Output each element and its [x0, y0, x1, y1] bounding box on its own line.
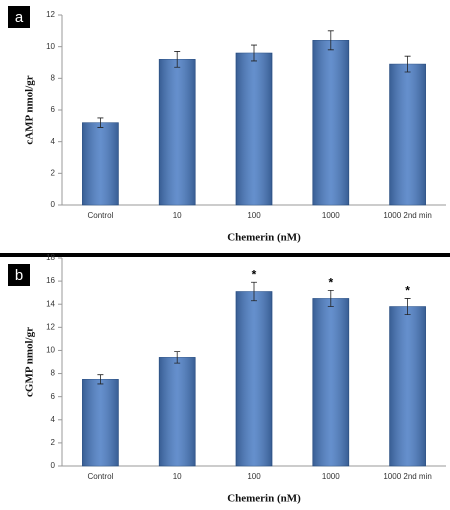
y-tick-label: 0 — [51, 461, 56, 470]
y-tick-label: 4 — [51, 137, 56, 146]
y-tick-label: 0 — [51, 200, 56, 209]
significance-mark: * — [328, 276, 333, 290]
error-bar — [174, 351, 181, 364]
x-axis-title: Chemerin (nM) — [227, 493, 301, 505]
y-tick-label: 16 — [46, 276, 55, 285]
y-tick-label: 14 — [46, 299, 55, 308]
bar-shade — [389, 64, 426, 205]
x-tick-label: 10 — [173, 211, 182, 220]
x-tick-label: 1000 — [322, 211, 340, 220]
error-bar — [251, 44, 257, 62]
bar-shade — [389, 306, 426, 466]
error-bar — [174, 51, 181, 68]
y-axis-title: cAMP nmol/gr — [24, 75, 36, 144]
y-tick-label: 10 — [46, 42, 55, 51]
y-tick-label: 12 — [46, 322, 55, 331]
x-tick-label: Control — [88, 211, 114, 220]
bar-shade — [159, 357, 196, 466]
y-tick-label: 4 — [51, 415, 56, 424]
y-tick-label: 12 — [46, 10, 55, 19]
panel-label: a — [15, 9, 24, 26]
error-bar — [327, 30, 334, 51]
panel-label-box — [8, 264, 30, 286]
y-tick-label: 2 — [51, 438, 56, 447]
x-tick-label: 100 — [247, 211, 261, 220]
x-tick-label: 1000 — [322, 472, 340, 481]
error-bar — [97, 117, 104, 128]
panel-label-box — [8, 6, 30, 28]
error-bar — [404, 55, 411, 73]
y-axis-title: cGMP nmol/gr — [24, 327, 36, 397]
significance-mark: * — [405, 284, 410, 298]
x-axis-title: Chemerin (nM) — [227, 232, 301, 244]
x-tick-label: 10 — [173, 472, 182, 481]
bar-shade — [235, 291, 273, 466]
error-bar — [404, 298, 411, 316]
bar-shade — [82, 379, 119, 466]
y-tick-label: 8 — [51, 369, 56, 378]
bar-shade — [159, 59, 196, 206]
error-bar — [97, 374, 104, 385]
y-tick-label: 10 — [46, 346, 55, 355]
y-tick-label: 2 — [51, 168, 56, 177]
error-bar — [327, 289, 334, 307]
bar-shade — [82, 122, 119, 205]
panel-label: b — [15, 267, 23, 284]
panel-separator — [0, 253, 450, 257]
error-bar — [251, 281, 257, 302]
bar-shade — [312, 40, 349, 206]
x-tick-label: 1000 2nd min — [383, 211, 431, 220]
y-tick-label: 6 — [51, 105, 56, 114]
x-tick-label: 100 — [247, 472, 261, 481]
y-tick-label: 6 — [51, 392, 56, 401]
significance-mark: * — [252, 267, 257, 281]
x-tick-label: Control — [88, 472, 114, 481]
y-tick-label: 18 — [46, 253, 55, 262]
x-tick-label: 1000 2nd min — [383, 472, 431, 481]
y-tick-label: 8 — [51, 73, 56, 82]
bar-shade — [235, 53, 273, 205]
bar-shade — [312, 298, 349, 466]
